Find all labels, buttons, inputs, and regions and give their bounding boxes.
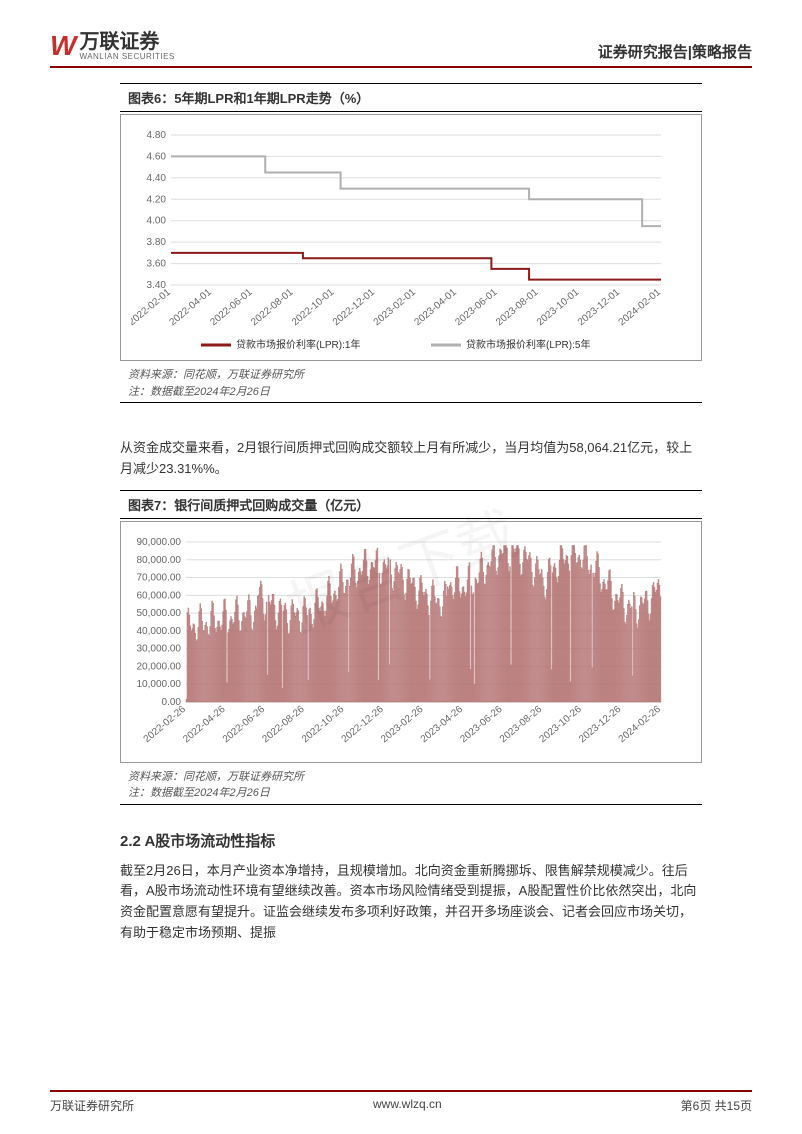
svg-text:2024-02-01: 2024-02-01 — [617, 287, 664, 329]
svg-text:2023-10-01: 2023-10-01 — [535, 287, 582, 329]
svg-text:2023-06-26: 2023-06-26 — [458, 703, 505, 745]
svg-text:2022-04-26: 2022-04-26 — [181, 703, 228, 745]
svg-text:2023-04-01: 2023-04-01 — [413, 287, 460, 329]
svg-text:2023-02-01: 2023-02-01 — [372, 287, 419, 329]
svg-text:4.00: 4.00 — [147, 216, 167, 227]
chart6-svg: 4.804.604.404.204.003.803.603.402022-02-… — [131, 125, 671, 355]
footer-left: 万联证券研究所 — [50, 1097, 134, 1114]
svg-text:2023-12-26: 2023-12-26 — [577, 703, 624, 745]
svg-text:10,000.00: 10,000.00 — [137, 679, 182, 690]
svg-text:50,000.00: 50,000.00 — [137, 608, 182, 619]
logo-icon: W — [50, 30, 73, 62]
svg-text:2023-08-01: 2023-08-01 — [494, 287, 541, 329]
section-heading: 2.2 A股市场流动性指标 — [120, 830, 702, 851]
svg-text:贷款市场报价利率(LPR):5年: 贷款市场报价利率(LPR):5年 — [466, 338, 590, 351]
logo-cn: 万联证券 — [79, 32, 174, 52]
svg-text:2022-10-26: 2022-10-26 — [300, 703, 347, 745]
svg-text:2023-12-01: 2023-12-01 — [576, 287, 623, 329]
svg-text:2022-02-01: 2022-02-01 — [131, 287, 173, 329]
svg-text:2022-02-26: 2022-02-26 — [142, 703, 189, 745]
page-header: W 万联证券 WANLIAN SECURITIES 证券研究报告|策略报告 — [50, 30, 752, 68]
chart6-box: 4.804.604.404.204.003.803.603.402022-02-… — [120, 114, 702, 361]
svg-text:3.60: 3.60 — [147, 259, 167, 270]
svg-text:2022-06-26: 2022-06-26 — [221, 703, 268, 745]
svg-text:2022-12-26: 2022-12-26 — [340, 703, 387, 745]
svg-text:40,000.00: 40,000.00 — [137, 625, 182, 636]
svg-text:3.80: 3.80 — [147, 237, 167, 248]
svg-text:2023-10-26: 2023-10-26 — [538, 703, 585, 745]
svg-text:4.40: 4.40 — [147, 173, 167, 184]
chart6-source: 资料来源：同花顺，万联证券研究所 注：数据截至2024年2月26日 — [120, 365, 702, 403]
svg-text:90,000.00: 90,000.00 — [137, 537, 182, 548]
svg-text:70,000.00: 70,000.00 — [137, 572, 182, 583]
chart7-source: 资料来源：同花顺，万联证券研究所 注：数据截至2024年2月26日 — [120, 767, 702, 805]
logo-en: WANLIAN SECURITIES — [79, 52, 174, 61]
svg-text:2023-06-01: 2023-06-01 — [453, 287, 500, 329]
page-footer: 万联证券研究所 www.wlzq.cn 第6页 共15页 — [50, 1090, 752, 1114]
chart6-source1: 资料来源：同花顺，万联证券研究所 — [128, 367, 694, 384]
svg-text:4.20: 4.20 — [147, 194, 167, 205]
text2: 截至2月26日，本月产业资本净增持，且规模增加。北向资金重新腾挪坼、限售解禁规模… — [120, 861, 702, 944]
chart7-box: 90,000.00 80,000.00 70,000.00 60,000.00 50,0… — [120, 521, 702, 763]
svg-text:60,000.00: 60,000.00 — [137, 590, 182, 601]
svg-text:2023-08-26: 2023-08-26 — [498, 703, 545, 745]
svg-text:30,000.00: 30,000.00 — [137, 643, 182, 654]
text1: 从资金成交量来看，2月银行间质押式回购成交额较上月有所减少，当月均值为58,06… — [120, 438, 702, 480]
chart7-title: 图表7：银行间质押式回购成交量（亿元） — [120, 490, 702, 519]
svg-text:2022-08-26: 2022-08-26 — [260, 703, 307, 745]
footer-center: www.wlzq.cn — [373, 1097, 442, 1114]
chart7-svg: 90,000.00 80,000.00 70,000.00 60,000.00 50,0… — [131, 532, 671, 757]
logo: W 万联证券 WANLIAN SECURITIES — [50, 30, 175, 62]
svg-text:2022-12-01: 2022-12-01 — [331, 287, 378, 329]
header-right: 证券研究报告|策略报告 — [598, 41, 752, 62]
svg-text:20,000.00: 20,000.00 — [137, 661, 182, 672]
chart7-source2: 注：数据截至2024年2月26日 — [128, 785, 694, 802]
svg-text:2024-02-26: 2024-02-26 — [617, 703, 664, 745]
svg-text:贷款市场报价利率(LPR):1年: 贷款市场报价利率(LPR):1年 — [236, 338, 360, 351]
svg-text:4.80: 4.80 — [147, 130, 167, 141]
svg-text:2022-06-01: 2022-06-01 — [208, 287, 255, 329]
svg-text:2023-04-26: 2023-04-26 — [419, 703, 466, 745]
svg-text:80,000.00: 80,000.00 — [137, 554, 182, 565]
svg-text:2022-08-01: 2022-08-01 — [249, 287, 296, 329]
svg-text:2022-10-01: 2022-10-01 — [290, 287, 337, 329]
svg-text:2022-04-01: 2022-04-01 — [168, 287, 215, 329]
chart6-title: 图表6：5年期LPR和1年期LPR走势（%） — [120, 83, 702, 112]
svg-text:2023-02-26: 2023-02-26 — [379, 703, 426, 745]
chart7-source1: 资料来源：同花顺，万联证券研究所 — [128, 769, 694, 786]
chart6-source2: 注：数据截至2024年2月26日 — [128, 384, 694, 401]
svg-text:4.60: 4.60 — [147, 151, 167, 162]
footer-right: 第6页 共15页 — [681, 1097, 752, 1114]
